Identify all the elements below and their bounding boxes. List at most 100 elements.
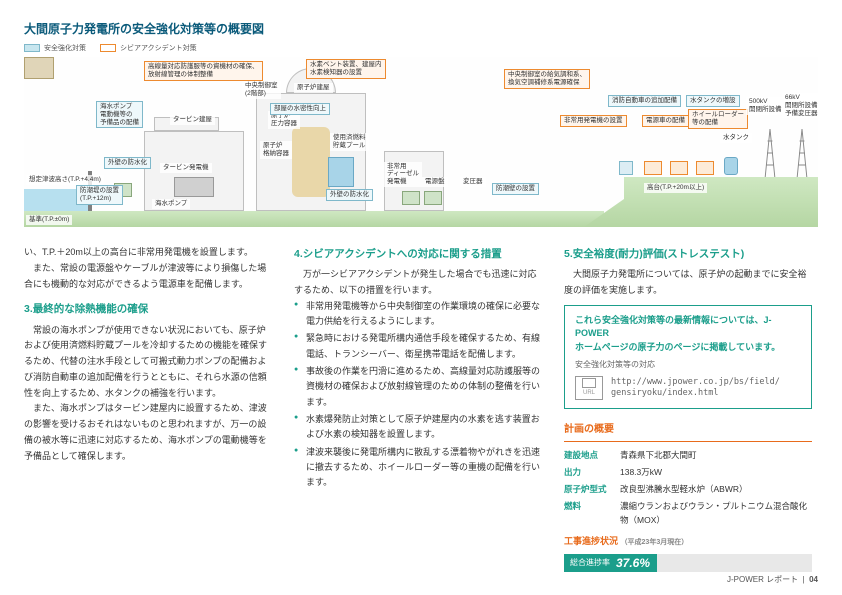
info-sub: 安全強化対策等の対応 [575, 358, 801, 372]
label-seawater-pump: 海水ポンプ [152, 199, 190, 209]
para-intro-2: また、常設の電源盤やケーブルが津波等により損傷した場合にも機動的な対応ができるよ… [24, 261, 272, 293]
gen-highground [644, 161, 662, 175]
label-base-tide: 基準(T.P.±0m) [26, 215, 72, 225]
ground-mid [344, 211, 604, 227]
footer-brand: J-POWER レポート [727, 575, 798, 584]
sec5-title: 5.安全裕度(耐力)評価(ストレステスト) [564, 245, 812, 263]
info-head-1: これら安全強化対策等の最新情報については、J-POWER [575, 314, 801, 341]
plan-label-2: 原子炉型式 [564, 482, 620, 497]
label-turbine-gen: タービン発電機 [160, 163, 212, 173]
label-reactor-bldg: 原子炉建屋 [294, 83, 333, 93]
label-assumed-tide: 想定津波高さ(T.P.+4.4m) [26, 175, 104, 185]
label-power-supply: 電源盤 [422, 177, 448, 187]
label-spent-fuel: 使用済燃料貯蔵プール [330, 133, 369, 151]
label-wheel-loader: ホイールローダー等の配備 [688, 109, 748, 129]
label-turbine-bldg: タービン建屋 [170, 115, 215, 125]
sec4-b1: 非常用発電機等から中央制御室の作業環境の確保に必要な電力供給を行えるようにします… [294, 299, 542, 330]
label-500kv: 500kV開閉所設備 [746, 97, 785, 115]
column-1: い、T.P.＋20m以上の高台に非常用発電機を設置します。 また、常設の電源盤や… [24, 245, 272, 572]
column-3: 5.安全裕度(耐力)評価(ストレステスト) 大間原子力発電所については、原子炉の… [564, 245, 812, 572]
sec3-p2: また、海水ポンプはタービン建屋内に設置するため、津波の影響を受けるおそれはないも… [24, 401, 272, 464]
sec3-p1: 常設の海水ポンプが使用できない状況においても、原子炉および使用済燃料貯蔵プールを… [24, 323, 272, 402]
legend-label-2: シビアアクシデント対策 [120, 43, 197, 53]
sec4-b3: 事故後の作業を円滑に進めるため、高線量対応防護服等の資機材の確保および放射線管理… [294, 364, 542, 410]
progress-note: （平成23年3月現在） [621, 539, 689, 546]
label-central-air: 中央制御室の給気調和系、換気空調補修系電源確保 [504, 69, 590, 89]
reactor-containment [292, 127, 330, 197]
plan-row-0: 建設地点 青森県下北郡大間町 [564, 448, 812, 463]
plan-label-1: 出力 [564, 465, 620, 480]
label-nonreg-gen: 非常用発電機の設置 [560, 115, 627, 127]
progress-label: 総合進捗率 [570, 556, 610, 570]
progress-pct: 37.6% [616, 553, 650, 574]
sec5-p1: 大間原子力発電所については、原子炉の起動までに安全裕度の評価を実施します。 [564, 267, 812, 299]
power-car [670, 161, 688, 175]
plan-val-2: 改良型沸騰水型軽水炉（ABWR） [620, 482, 812, 497]
para-intro-1: い、T.P.＋20m以上の高台に非常用発電機を設置します。 [24, 245, 272, 261]
url-line-2: gensiryoku/index.html [611, 388, 780, 399]
label-substation: 変圧器 [460, 177, 486, 187]
legend-item-1: 安全強化対策 [24, 43, 86, 53]
swatch-blue [24, 44, 40, 52]
plan-val-1: 138.3万kW [620, 465, 812, 480]
url-label: URL [583, 388, 595, 399]
label-waterproof-ext2: 外壁の防水化 [326, 189, 373, 201]
label-embankment: 防潮堤の設置(T.P.+12m) [76, 185, 123, 205]
progress-title: 工事進捗状況 [564, 536, 618, 546]
facility-diagram: 基準(T.P.±0m) 想定津波高さ(T.P.+4.4m) 海水ポンプ電動機等の… [24, 57, 818, 227]
url-block: URL http://www.jpower.co.jp/bs/field/ ge… [575, 376, 801, 400]
legend-label-1: 安全強化対策 [44, 43, 86, 53]
label-high-ground: 高台(T.P.+20m以上) [644, 183, 707, 193]
footer-page: 04 [809, 575, 818, 584]
label-diesel-gen: 非常用ディーゼル発電機 [384, 162, 422, 187]
sec4-title: 4.シビアアクシデントへの対応に関する措置 [294, 245, 542, 263]
sec4-bullets: 非常用発電機等から中央制御室の作業環境の確保に必要な電力供給を行えるようにします… [294, 299, 542, 491]
plan-head: 計画の概要 [564, 421, 812, 442]
label-partition: 部屋の水密性向上 [270, 103, 330, 115]
label-water-tank: 水タンク [720, 133, 752, 143]
progress-bar: 総合進捗率 37.6% [564, 554, 812, 572]
label-66kv: 66kV開閉所設備予備変圧器 [782, 93, 818, 118]
progress-head: 工事進捗状況 （平成23年3月現在） [564, 534, 812, 550]
legend-item-2: シビアアクシデント対策 [100, 43, 197, 53]
url-text[interactable]: http://www.jpower.co.jp/bs/field/ gensir… [611, 377, 780, 399]
pylon-500kv [764, 129, 776, 177]
progress-fill: 総合進捗率 37.6% [564, 554, 657, 572]
spent-fuel-pool [328, 157, 354, 187]
plan-row-1: 出力 138.3万kW [564, 465, 812, 480]
plan-label-3: 燃料 [564, 499, 620, 529]
plan-row-2: 原子炉型式 改良型沸騰水型軽水炉（ABWR） [564, 482, 812, 497]
info-box: これら安全強化対策等の最新情報については、J-POWER ホームページの原子力の… [564, 305, 812, 410]
turbine-generator [174, 177, 214, 197]
substation [24, 57, 54, 79]
label-power-car: 電源車の配備 [642, 115, 689, 127]
info-head-2: ホームページの原子力のページに掲載しています。 [575, 341, 801, 355]
sec4-p1: 万が一シビアアクシデントが発生した場合でも迅速に対応するため、以下の措置を行いま… [294, 267, 542, 299]
sec4-b2: 緊急時における発電所構内通信手段を確保するため、有線電話、トランシーバー、衛星携… [294, 331, 542, 362]
sec4-b4: 水素爆発防止対策として原子炉建屋内の水素を逃す装置および水素の検知器を設置します… [294, 412, 542, 443]
power-panel-box [424, 191, 442, 205]
label-vent-device: 水素ベント装置、建屋内水素検知器の設置 [306, 59, 386, 79]
wheel-loader [696, 161, 714, 175]
plan-row-3: 燃料 濃縮ウランおよびウラン・プルトニウム混合酸化物（MOX） [564, 499, 812, 529]
label-fire-truck: 消防自動車の追加配備 [608, 95, 681, 107]
sec3-title: 3.最終的な除熱機能の確保 [24, 300, 272, 318]
column-2: 4.シビアアクシデントへの対応に関する措置 万が一シビアアクシデントが発生した場… [294, 245, 542, 572]
label-filter-vent: 高線量対応防護服等の資機材の確保、放射線管理の体制整備 [144, 61, 263, 81]
label-water-tank-add: 水タンクの増設 [686, 95, 740, 107]
sec4-b5: 津波来襲後に発電所構内に散乱する漂着物やがれきを迅速に撤去するため、ホイールロー… [294, 445, 542, 491]
label-seawall-2: 防潮壁の設置 [492, 183, 539, 195]
url-icon: URL [575, 376, 603, 400]
plan-table: 建設地点 青森県下北郡大間町 出力 138.3万kW 原子炉型式 改良型沸騰水型… [564, 448, 812, 528]
water-tank [724, 157, 738, 175]
pylon-66kv [796, 129, 808, 177]
legend: 安全強化対策 シビアアクシデント対策 [24, 43, 818, 53]
label-reactor-core: 原子炉格納容器 [260, 141, 292, 159]
page-title: 大間原子力発電所の安全強化対策等の概要図 [24, 20, 818, 37]
plan-val-0: 青森県下北郡大間町 [620, 448, 812, 463]
url-line-1: http://www.jpower.co.jp/bs/field/ [611, 377, 780, 388]
label-ctrl-room: 中央制御室(2階部) [242, 81, 281, 99]
diesel-gen-box [402, 191, 420, 205]
plan-val-3: 濃縮ウランおよびウラン・プルトニウム混合酸化物（MOX） [620, 499, 812, 529]
text-columns: い、T.P.＋20m以上の高台に非常用発電機を設置します。 また、常設の電源盤や… [24, 245, 818, 572]
